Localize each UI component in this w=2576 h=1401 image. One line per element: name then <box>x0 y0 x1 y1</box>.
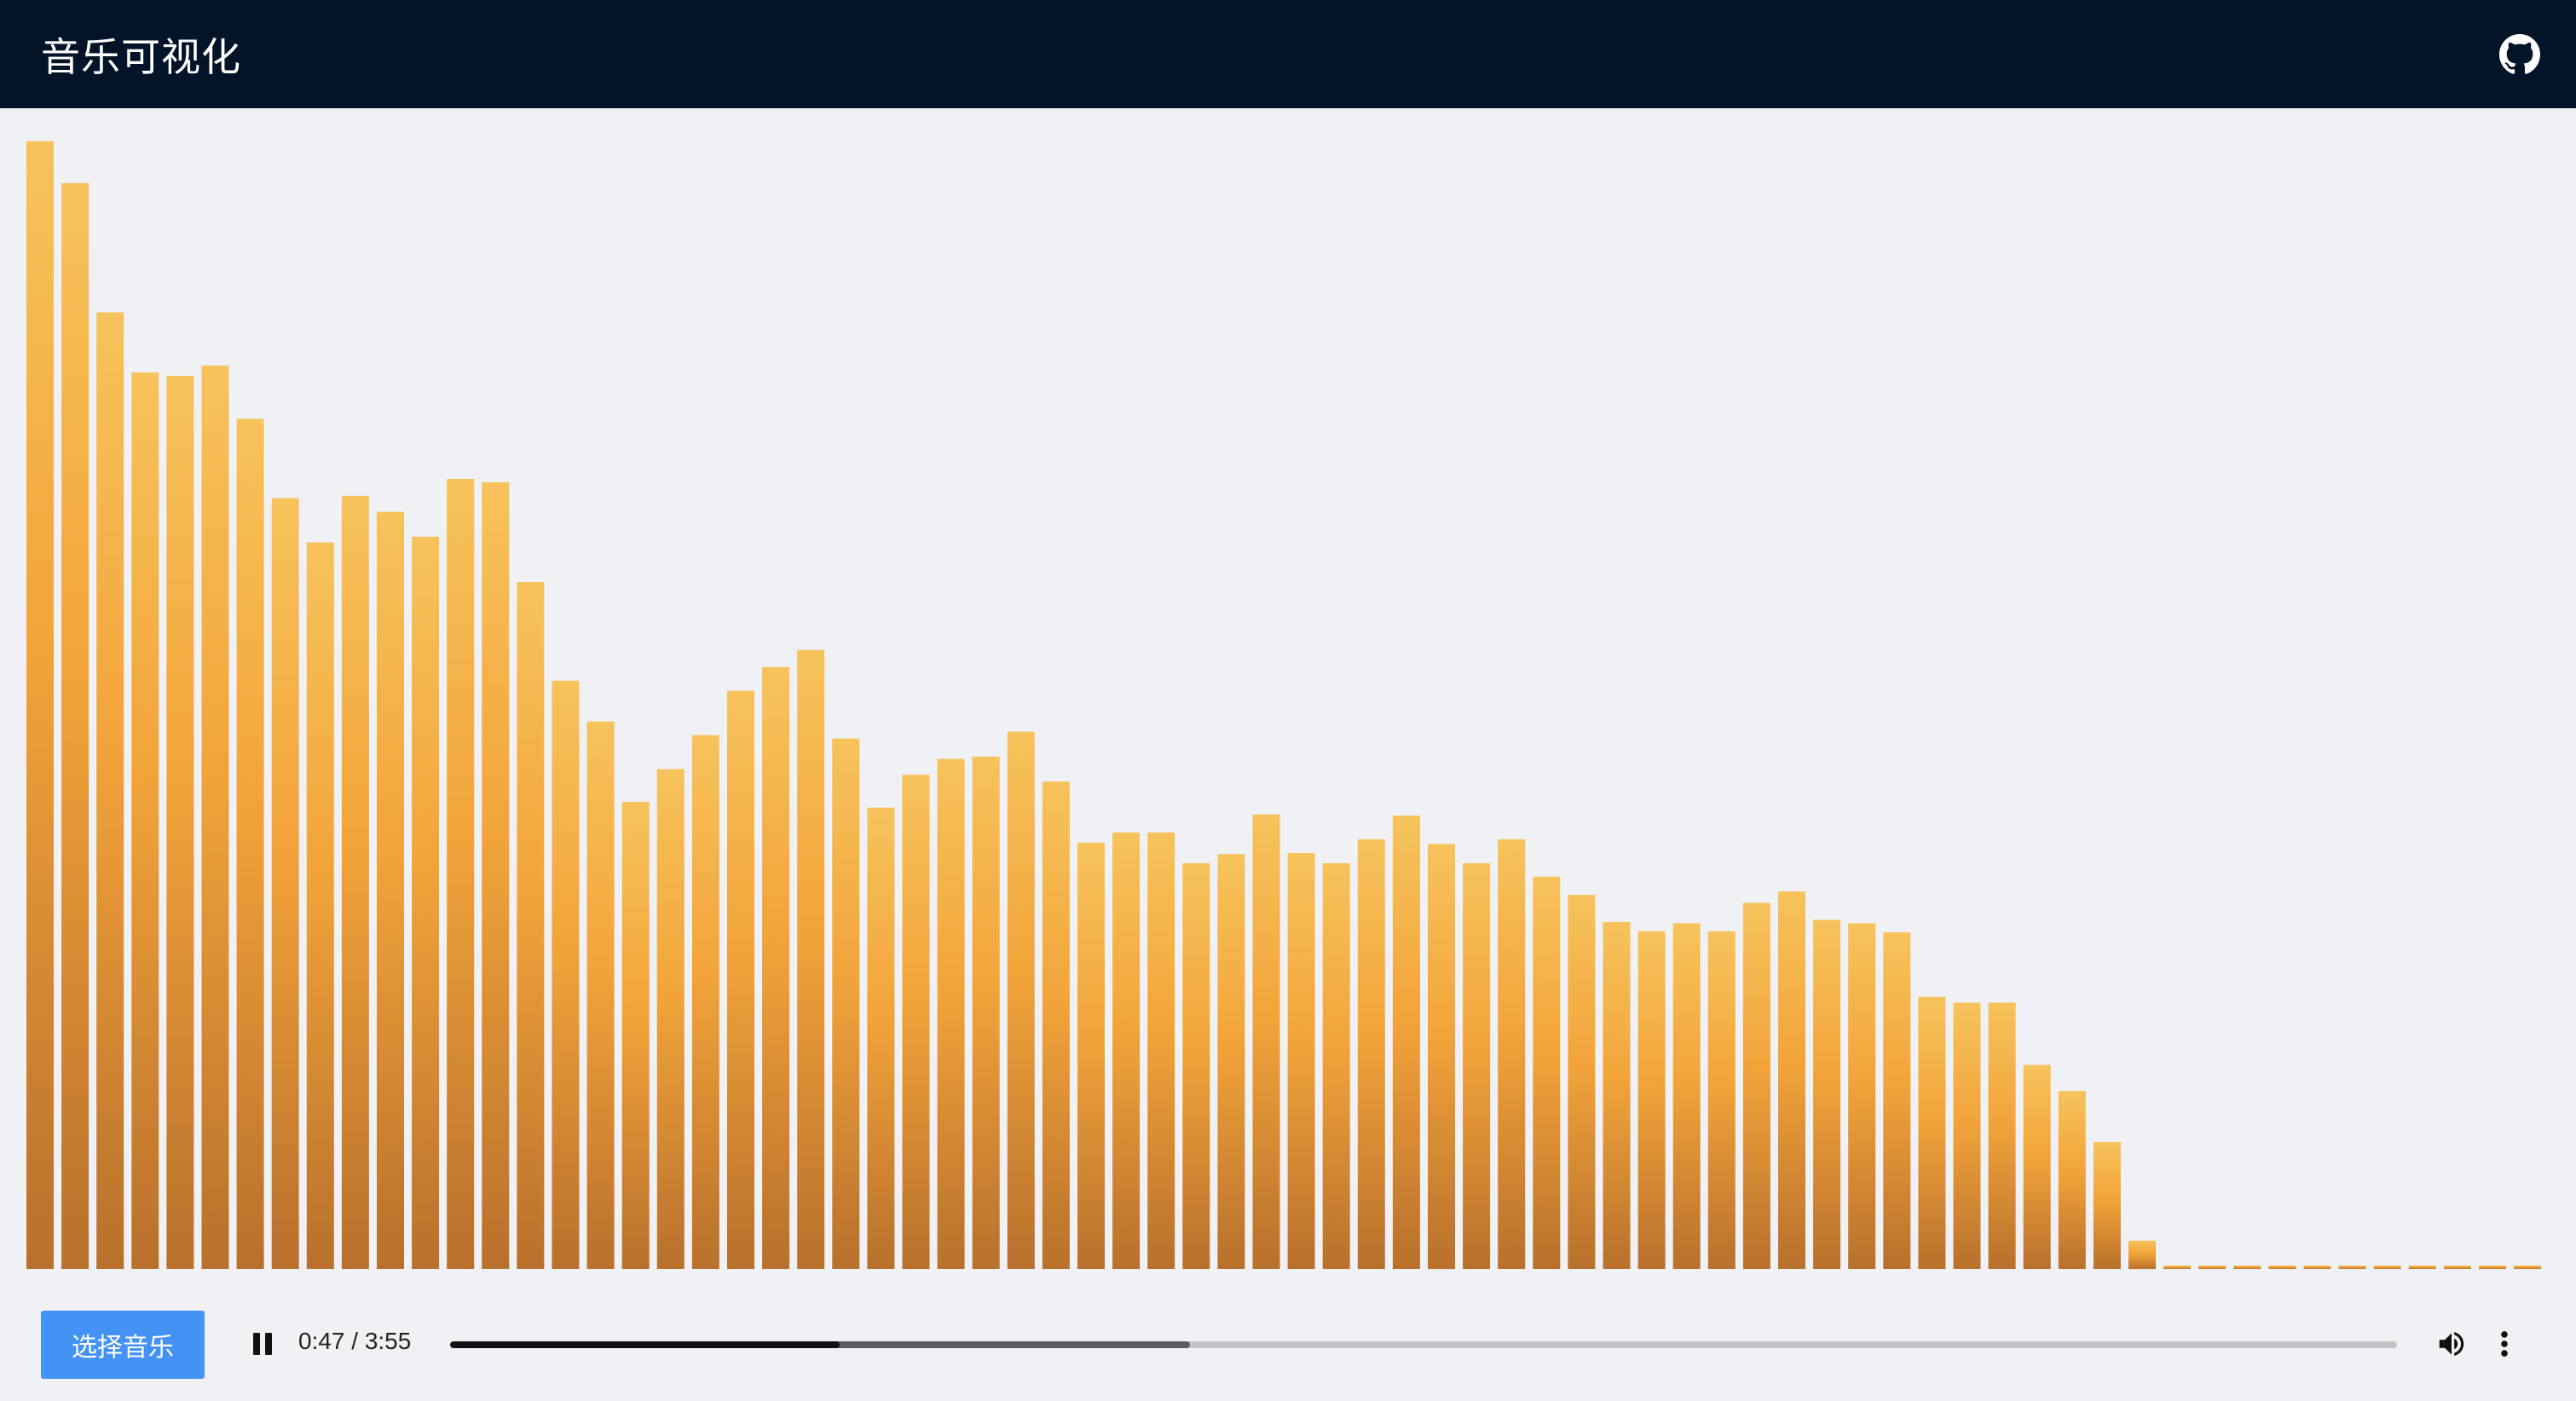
frequency-bar <box>1357 839 1385 1269</box>
frequency-bar <box>2093 1142 2121 1269</box>
frequency-bar <box>517 582 545 1269</box>
frequency-bar <box>832 738 860 1269</box>
frequency-bar <box>552 680 580 1269</box>
frequency-bar <box>61 182 90 1269</box>
frequency-bar <box>1848 923 1876 1269</box>
page-title: 音乐可视化 <box>41 33 241 80</box>
frequency-bar <box>26 141 54 1270</box>
frequency-bar <box>1287 852 1315 1269</box>
frequency-bar <box>2514 1266 2542 1269</box>
pause-icon[interactable] <box>252 1333 273 1355</box>
frequency-bar <box>1112 832 1141 1269</box>
frequency-bar <box>1707 931 1736 1269</box>
frequency-bar <box>867 807 895 1269</box>
frequency-bar <box>1918 996 1946 1269</box>
frequency-bar <box>2373 1266 2401 1269</box>
frequency-bar <box>586 721 615 1269</box>
frequency-bar <box>1322 862 1350 1269</box>
frequency-bar <box>2443 1266 2471 1269</box>
frequency-bar <box>2338 1266 2366 1269</box>
frequency-bar <box>1007 731 1035 1269</box>
frequency-bar <box>1533 876 1561 1269</box>
frequency-bar <box>1953 1002 1981 1269</box>
frequency-bar <box>621 802 650 1269</box>
frequency-bar <box>271 498 299 1269</box>
frequency-bar <box>1498 839 1526 1269</box>
frequency-bar <box>236 418 264 1269</box>
frequency-bar <box>797 649 825 1269</box>
frequency-bar <box>96 312 124 1269</box>
frequency-bar <box>656 769 684 1269</box>
frequency-bar <box>1988 1002 2016 1269</box>
frequency-bar <box>2198 1266 2227 1269</box>
frequency-bar <box>2163 1266 2192 1269</box>
frequency-bar <box>2058 1091 2086 1269</box>
frequency-bar <box>166 376 194 1269</box>
frequency-bar <box>1637 931 1666 1269</box>
frequency-bar <box>1672 923 1701 1269</box>
frequency-bar <box>762 666 790 1269</box>
frequency-bar <box>1077 842 1105 1269</box>
frequency-bar <box>1463 862 1491 1269</box>
frequency-bar <box>412 536 440 1269</box>
frequency-bar <box>1042 781 1070 1269</box>
frequency-bar <box>1778 891 1805 1269</box>
frequency-bar <box>2268 1266 2296 1269</box>
frequency-bar <box>2128 1240 2156 1270</box>
frequency-bar <box>972 756 1000 1269</box>
frequency-bar <box>1147 832 1175 1269</box>
frequency-bar <box>1392 816 1420 1269</box>
frequency-bar <box>2233 1266 2261 1269</box>
frequency-bar <box>201 366 229 1269</box>
select-music-button[interactable]: 选择音乐 <box>41 1311 205 1379</box>
frequency-bar <box>377 511 404 1269</box>
time-display: 0:47 / 3:55 <box>298 1328 412 1354</box>
frequency-bar <box>1603 922 1631 1269</box>
frequency-bar <box>2303 1266 2331 1269</box>
frequency-bar <box>1252 814 1280 1269</box>
frequency-bar <box>1182 862 1210 1269</box>
frequency-bar <box>1742 902 1770 1269</box>
more-options-icon[interactable] <box>2494 1328 2515 1360</box>
frequency-bar <box>1568 895 1596 1269</box>
frequency-bar <box>131 372 159 1269</box>
frequency-bar <box>482 482 510 1269</box>
frequency-bar <box>1813 920 1841 1269</box>
frequency-bar <box>902 775 930 1269</box>
frequency-bar <box>1217 854 1245 1269</box>
volume-icon[interactable] <box>2434 1328 2469 1360</box>
frequency-bar <box>937 758 965 1269</box>
top-bar: 音乐可视化 <box>0 0 2576 108</box>
github-icon[interactable] <box>2499 34 2540 75</box>
frequency-bar <box>2479 1266 2506 1269</box>
frequency-bars <box>26 141 2542 1270</box>
audio-player: 选择音乐 0:47 / 3:55 <box>0 1275 2576 1401</box>
frequency-bar <box>2408 1266 2436 1269</box>
frequency-bar <box>691 735 719 1269</box>
played-range <box>450 1341 840 1348</box>
frequency-bar <box>1883 932 1911 1269</box>
audio-visualizer <box>26 141 2542 1270</box>
progress-bar[interactable] <box>450 1341 2397 1348</box>
frequency-bar <box>341 495 369 1269</box>
frequency-bar <box>447 479 475 1269</box>
frequency-bar <box>306 542 334 1269</box>
frequency-bar <box>1428 844 1455 1270</box>
frequency-bar <box>2023 1064 2051 1269</box>
frequency-bar <box>727 690 754 1269</box>
